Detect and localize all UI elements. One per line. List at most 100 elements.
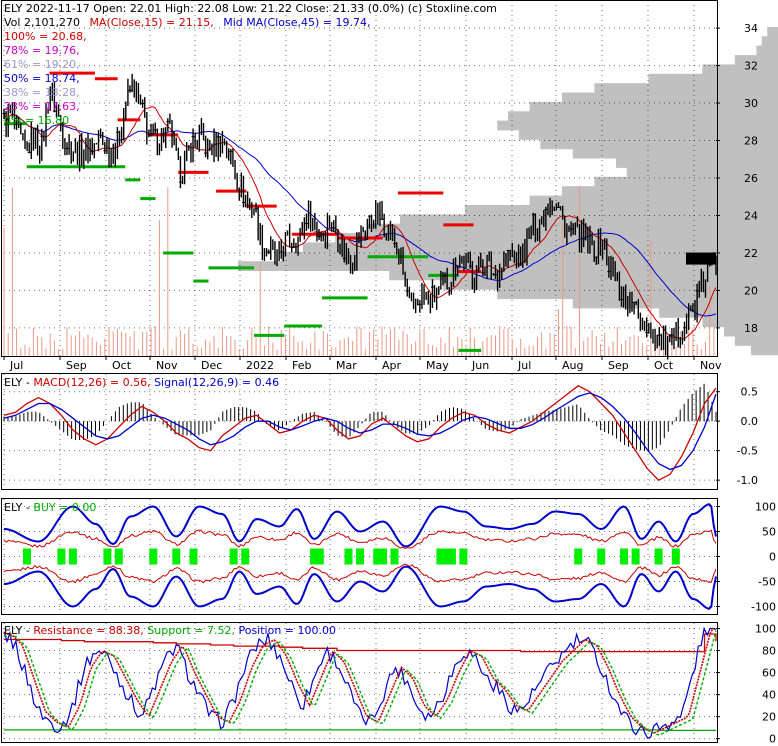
macd-histogram [3,383,717,451]
buy-y-tick-label: 0 [769,551,776,564]
buy-marker [390,548,399,565]
volume-profile-bar [751,345,778,356]
volume-text: Vol 2,101,270 [4,16,80,29]
price-x-tick-label: Nov [700,359,722,372]
price-x-tick-label: Apr [382,359,402,372]
volume-profile-bar [389,270,778,281]
price-x-axis: Jul Sep Oct Nov Dec 2022 Feb Mar Apr May Jun Jul Aug… [3,356,722,372]
buy-marker [23,548,31,565]
volume-profile-bar [734,336,778,346]
macd-y-tick-label: 0.0 [741,415,759,428]
volume-profile-bar [335,233,778,243]
position-y-tick-label: 20 [762,711,776,724]
buy-marker [149,548,158,565]
volume-profile-bar [616,158,778,168]
buy-y-tick-label: 50 [762,526,776,539]
position-panel: 100 80 60 40 20 0 ELY - Resistance = 88.38, S… [1,622,776,746]
macd-y-axis: 0.5 0.0 -0.5 -1.0 [716,386,758,487]
volume-profile-bar [761,36,778,47]
buy-marker [172,548,181,565]
volume-profile-bar [497,289,778,300]
macd-title: ELY - MACD(12,26) = 0.56, Signal(12,26,9… [4,376,279,389]
price-x-tick-label: Sep [608,359,629,372]
buy-marker [447,548,456,565]
price-y-tick-label: 24 [744,209,758,222]
buy-marker [379,548,387,565]
fibonacci-labels: 100% = 20.68,78% = 19.76,61% = 19.20,50%… [4,30,87,127]
volume-profile-bar [756,45,778,56]
buy-marker [442,548,451,565]
macd-line [3,385,717,481]
buy-marker [103,548,112,565]
price-x-tick-label: Dec [201,359,222,372]
position-title-part: Position = 100.00 [238,624,336,637]
volume-profile-bar [443,279,778,290]
buy-marker [574,548,583,565]
position-y-tick-label: 60 [762,667,776,680]
buy-y-tick-label: -100 [751,601,776,614]
buy-marker [310,548,319,565]
position-title: ELY - Resistance = 88.38, Support = 7.52… [4,624,336,637]
volume-profile-bar [734,55,778,65]
macd-panel: 0.5 0.0 -0.5 -1.0 ELY - MACD(12,26) = 0.56,… [1,373,758,490]
volume-profile-bar [518,130,778,140]
position-panel-frame [1,622,718,743]
buy-marker [631,548,640,565]
fib-label: 38% = 18.28, [4,86,80,99]
ma45-line [3,113,717,317]
ma45-text: Mid MA(Close,45) = 19.74, [223,16,370,29]
position-title-part: Resistance = 88.38, [33,624,147,637]
volume-profile-bar [540,139,778,150]
buy-panel: 100 50 0 -50 -100 ELY - BUY = 0.00 [1,498,776,615]
buy-marker [620,548,629,565]
buy-marker [229,548,238,565]
fib-label: 61% = 19.20, [4,58,80,71]
buy-marker [241,548,250,565]
macd-y-tick-label: -1.0 [737,474,758,487]
support-line [3,729,716,732]
macd-y-tick-label: -0.5 [737,445,758,458]
buy-marker [68,548,77,565]
macd-title-part: ELY - [4,376,33,389]
price-candles [2,73,717,360]
volume-profile-bar [562,186,778,196]
signal-line [3,392,717,471]
volume-profile-bar [659,308,778,318]
buy-marker [189,548,198,565]
macd-title-part: MACD(12,26) = 0.56, [33,376,154,389]
buy-y-tick-label: 100 [755,501,776,514]
buy-marker [373,548,382,565]
volume-profile-bar [648,73,778,84]
buy-title-part: BUY = 0.00 [33,501,96,514]
buy-title-part: ELY - [4,501,33,514]
buy-y-axis: 100 50 0 -50 -100 [716,501,776,614]
volume-profile-bar [724,326,778,337]
moving-averages [3,106,717,340]
price-y-tick-label: 32 [744,60,758,73]
current-price-marker [686,252,716,265]
price-x-tick-label: Mar [336,359,357,372]
ma15-text: MA(Close,15) = 21.15, [89,16,213,29]
price-x-tick-label: Jul [9,359,23,372]
macd-grid [3,374,716,489]
volume-profile-bar [281,251,778,262]
price-x-tick-label: Oct [112,359,132,372]
volume-profile-bar [594,83,778,93]
buy-marker [597,548,606,565]
buy-marker [344,548,353,565]
volume-profile-bar [302,242,778,253]
price-x-tick-label: May [426,359,449,372]
price-x-tick-label: Feb [292,359,311,372]
volume-profile-bar [594,176,778,187]
price-y-tick-label: 34 [744,22,758,35]
fib-label: 50% = 18.74, [4,72,80,85]
position-smooth-green [4,630,717,736]
volume-profile-bar [702,64,778,75]
volume-profile-bar [508,111,778,122]
macd-title-part: Signal(12,26,9) = 0.46 [154,376,279,389]
fib-label: 78% = 19.76, [4,44,80,57]
price-grid [3,0,716,356]
price-y-tick-label: 22 [744,247,758,260]
